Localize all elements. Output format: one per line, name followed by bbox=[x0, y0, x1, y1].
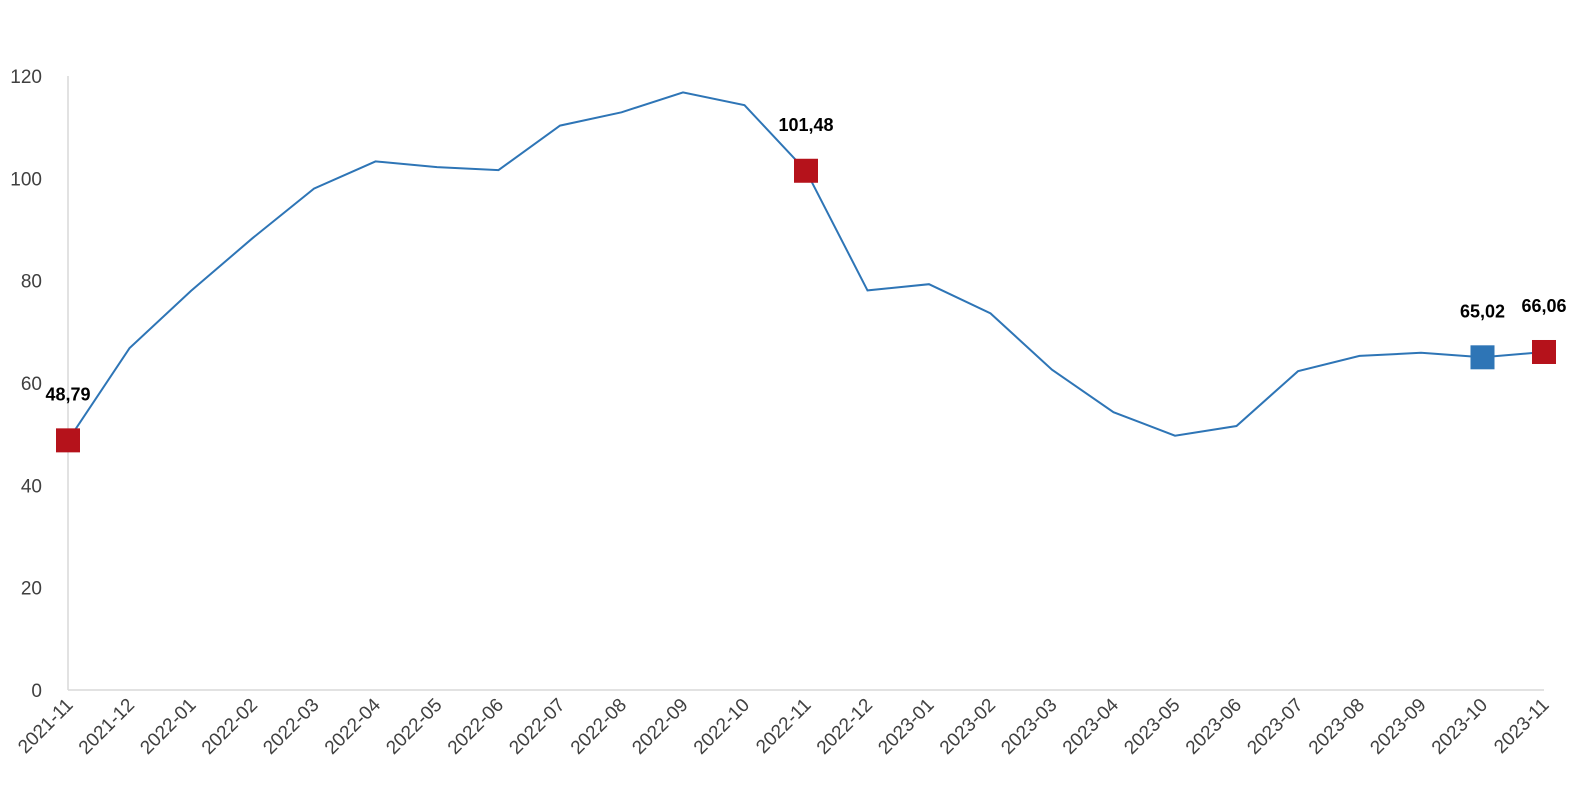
x-tick-label: 2022-09 bbox=[628, 695, 692, 759]
x-tick-label: 2022-12 bbox=[813, 695, 877, 759]
x-tick-label: 2023-06 bbox=[1182, 695, 1246, 759]
x-tick-label: 2023-02 bbox=[936, 695, 1000, 759]
x-tick-label: 2022-04 bbox=[321, 694, 385, 758]
x-tick-label: 2022-08 bbox=[567, 695, 631, 759]
data-point-marker bbox=[1532, 339, 1556, 364]
data-label: 101,48 bbox=[778, 115, 833, 135]
x-tick-label: 2022-07 bbox=[505, 695, 569, 759]
data-label: 48,79 bbox=[45, 384, 90, 404]
x-tick-label: 2023-01 bbox=[874, 695, 938, 759]
x-tick-label: 2022-06 bbox=[444, 695, 508, 759]
y-tick-label: 80 bbox=[21, 272, 42, 293]
y-tick-label: 20 bbox=[21, 579, 42, 600]
x-tick-label: 2022-10 bbox=[690, 695, 754, 759]
series-line bbox=[67, 91, 1545, 441]
data-point-marker bbox=[56, 428, 80, 453]
x-tick-label: 2023-08 bbox=[1305, 695, 1369, 759]
data-label: 65,02 bbox=[1460, 301, 1505, 321]
y-tick-label: 120 bbox=[10, 67, 42, 88]
x-tick-label: 2023-07 bbox=[1243, 695, 1307, 759]
x-tick-label: 2022-01 bbox=[136, 695, 200, 759]
x-tick-label: 2023-04 bbox=[1059, 694, 1123, 758]
x-tick-label: 2023-09 bbox=[1366, 695, 1430, 759]
data-label: 66,06 bbox=[1521, 296, 1566, 316]
x-tick-label: 2023-03 bbox=[997, 695, 1061, 759]
x-tick-label: 2022-05 bbox=[382, 695, 446, 759]
data-point-marker bbox=[794, 158, 818, 183]
x-tick-label: 2021-12 bbox=[75, 695, 139, 759]
x-tick-label: 2023-05 bbox=[1120, 695, 1184, 759]
x-tick-label: 2022-02 bbox=[198, 695, 262, 759]
x-tick-label: 2022-11 bbox=[752, 695, 815, 758]
x-tick-label: 2023-10 bbox=[1428, 695, 1492, 759]
x-tick-label: 2023-11 bbox=[1490, 695, 1553, 758]
x-tick-label: 2022-03 bbox=[259, 695, 323, 759]
data-point-marker bbox=[1470, 345, 1495, 370]
y-tick-label: 40 bbox=[21, 476, 42, 497]
y-tick-label: 100 bbox=[10, 169, 42, 190]
y-tick-label: 60 bbox=[21, 374, 42, 395]
y-tick-label: 0 bbox=[31, 681, 42, 702]
x-tick-label: 2021-11 bbox=[14, 695, 77, 758]
